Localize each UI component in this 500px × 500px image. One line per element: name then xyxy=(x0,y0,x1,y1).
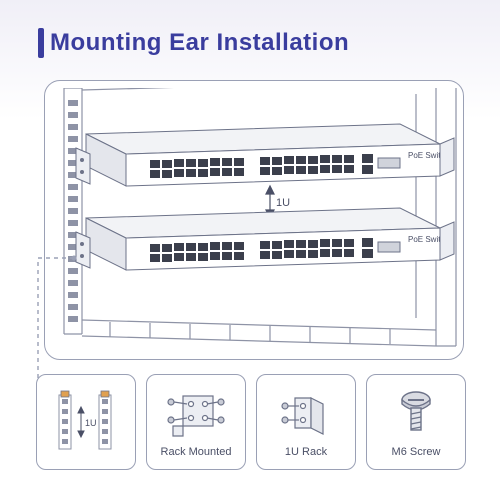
connector-line xyxy=(26,188,74,398)
1u-rack-icon xyxy=(271,386,341,442)
label-caption: M6 Screw xyxy=(392,446,441,458)
label-caption: Rack Mounted xyxy=(161,446,232,458)
label-cards-row: 1U Rack Mounte xyxy=(36,374,466,470)
title-row: Mounting Ear Installation xyxy=(0,0,500,58)
rack-diagram: PoE Switch 1U xyxy=(60,88,478,356)
svg-text:1U: 1U xyxy=(276,197,290,209)
svg-text:1U: 1U xyxy=(85,418,97,428)
label-card-1urack: 1U Rack xyxy=(256,374,356,470)
m6-screw-icon xyxy=(386,386,446,442)
label-card-spacing: 1U xyxy=(36,374,136,470)
title-accent-bar xyxy=(38,28,44,58)
label-caption: 1U Rack xyxy=(285,446,327,458)
label-card-rackmounted: Rack Mounted xyxy=(146,374,246,470)
spacing-icon: 1U xyxy=(47,389,125,455)
rack-mounted-icon xyxy=(161,386,231,442)
page-title: Mounting Ear Installation xyxy=(50,29,349,57)
device-lower: PoE Switch xyxy=(76,208,454,270)
device-upper: PoE Switch xyxy=(76,124,454,186)
label-card-m6screw: M6 Screw xyxy=(366,374,466,470)
